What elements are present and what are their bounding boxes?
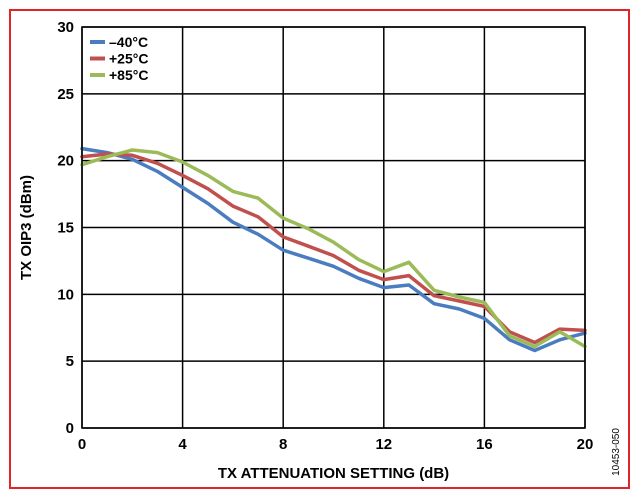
- series-line: [80, 146, 587, 353]
- x-axis-title: TX ATTENUATION SETTING (dB): [218, 465, 449, 482]
- series-line: [80, 148, 587, 349]
- legend-label: +85°C: [109, 67, 148, 83]
- series-line: [80, 152, 587, 345]
- x-tick-label: 20: [577, 436, 594, 453]
- x-tick-label: 16: [476, 436, 493, 453]
- x-tick-label: 8: [279, 436, 287, 453]
- figure-id-label: 10453-050: [611, 428, 622, 476]
- x-tick-labels: 0 4 8 12 16 20: [78, 436, 594, 453]
- legend-label: +25°C: [109, 51, 148, 67]
- legend-label: –40°C: [109, 34, 148, 50]
- y-tick-label: 0: [66, 420, 74, 437]
- figure-frame: [9, 9, 630, 489]
- y-tick-label: 20: [57, 153, 74, 170]
- series-lines: [80, 146, 587, 353]
- y-tick-label: 10: [57, 286, 74, 303]
- y-tick-label: 30: [57, 19, 74, 36]
- plot-area-border: [81, 26, 586, 429]
- x-tick-label: 4: [178, 436, 187, 453]
- y-tick-label: 5: [66, 353, 74, 370]
- legend: –40°C+25°C+85°C: [90, 34, 148, 83]
- grid-lines: [81, 26, 586, 429]
- y-tick-label: 15: [57, 220, 74, 237]
- x-tick-label: 12: [375, 436, 392, 453]
- y-tick-labels: 0 5 10 15 20 25 30: [57, 19, 74, 437]
- x-tick-label: 0: [78, 436, 86, 453]
- y-tick-label: 25: [57, 86, 74, 103]
- y-axis-title: TX OIP3 (dBm): [18, 175, 35, 280]
